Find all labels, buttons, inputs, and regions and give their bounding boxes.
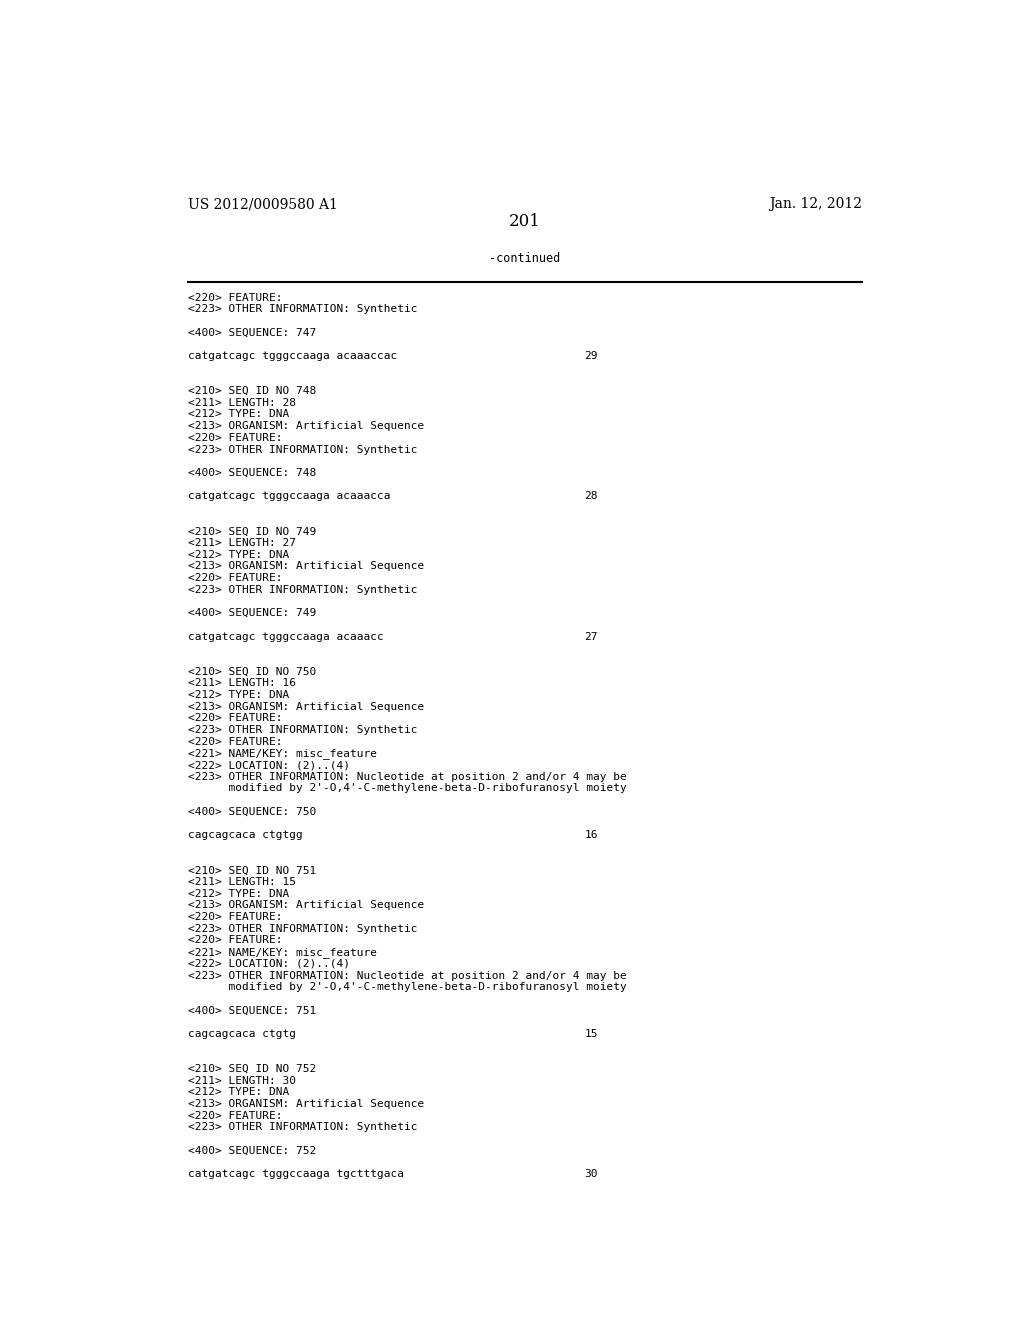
Text: <210> SEQ ID NO 748: <210> SEQ ID NO 748 [187, 385, 315, 396]
Text: <212> TYPE: DNA: <212> TYPE: DNA [187, 549, 289, 560]
Text: <400> SEQUENCE: 750: <400> SEQUENCE: 750 [187, 807, 315, 817]
Text: <221> NAME/KEY: misc_feature: <221> NAME/KEY: misc_feature [187, 948, 377, 958]
Text: <212> TYPE: DNA: <212> TYPE: DNA [187, 888, 289, 899]
Text: <222> LOCATION: (2)..(4): <222> LOCATION: (2)..(4) [187, 958, 349, 969]
Text: <220> FEATURE:: <220> FEATURE: [187, 433, 282, 442]
Text: <213> ORGANISM: Artificial Sequence: <213> ORGANISM: Artificial Sequence [187, 900, 424, 911]
Text: <220> FEATURE:: <220> FEATURE: [187, 293, 282, 302]
Text: <220> FEATURE:: <220> FEATURE: [187, 713, 282, 723]
Text: <211> LENGTH: 30: <211> LENGTH: 30 [187, 1076, 296, 1086]
Text: <223> OTHER INFORMATION: Synthetic: <223> OTHER INFORMATION: Synthetic [187, 445, 417, 454]
Text: <211> LENGTH: 15: <211> LENGTH: 15 [187, 876, 296, 887]
Text: modified by 2'-O,4'-C-methylene-beta-D-ribofuranosyl moiety: modified by 2'-O,4'-C-methylene-beta-D-r… [187, 982, 627, 993]
Text: US 2012/0009580 A1: US 2012/0009580 A1 [187, 197, 337, 211]
Text: <213> ORGANISM: Artificial Sequence: <213> ORGANISM: Artificial Sequence [187, 1100, 424, 1109]
Text: <210> SEQ ID NO 751: <210> SEQ ID NO 751 [187, 866, 315, 875]
Text: <223> OTHER INFORMATION: Nucleotide at position 2 and/or 4 may be: <223> OTHER INFORMATION: Nucleotide at p… [187, 772, 627, 781]
Text: 16: 16 [585, 830, 598, 841]
Text: <211> LENGTH: 16: <211> LENGTH: 16 [187, 678, 296, 688]
Text: <222> LOCATION: (2)..(4): <222> LOCATION: (2)..(4) [187, 760, 349, 770]
Text: <223> OTHER INFORMATION: Synthetic: <223> OTHER INFORMATION: Synthetic [187, 585, 417, 595]
Text: 30: 30 [585, 1170, 598, 1179]
Text: <400> SEQUENCE: 748: <400> SEQUENCE: 748 [187, 467, 315, 478]
Text: <213> ORGANISM: Artificial Sequence: <213> ORGANISM: Artificial Sequence [187, 561, 424, 572]
Text: <223> OTHER INFORMATION: Nucleotide at position 2 and/or 4 may be: <223> OTHER INFORMATION: Nucleotide at p… [187, 970, 627, 981]
Text: <400> SEQUENCE: 747: <400> SEQUENCE: 747 [187, 327, 315, 338]
Text: <212> TYPE: DNA: <212> TYPE: DNA [187, 690, 289, 700]
Text: -continued: -continued [489, 252, 560, 265]
Text: <211> LENGTH: 28: <211> LENGTH: 28 [187, 397, 296, 408]
Text: <211> LENGTH: 27: <211> LENGTH: 27 [187, 539, 296, 548]
Text: 27: 27 [585, 631, 598, 642]
Text: <220> FEATURE:: <220> FEATURE: [187, 936, 282, 945]
Text: <212> TYPE: DNA: <212> TYPE: DNA [187, 1088, 289, 1097]
Text: <220> FEATURE:: <220> FEATURE: [187, 1110, 282, 1121]
Text: <400> SEQUENCE: 752: <400> SEQUENCE: 752 [187, 1146, 315, 1156]
Text: catgatcagc tgggccaaga acaaacc: catgatcagc tgggccaaga acaaacc [187, 631, 383, 642]
Text: <223> OTHER INFORMATION: Synthetic: <223> OTHER INFORMATION: Synthetic [187, 304, 417, 314]
Text: catgatcagc tgggccaaga acaaacca: catgatcagc tgggccaaga acaaacca [187, 491, 390, 502]
Text: <400> SEQUENCE: 751: <400> SEQUENCE: 751 [187, 1006, 315, 1015]
Text: <210> SEQ ID NO 749: <210> SEQ ID NO 749 [187, 527, 315, 536]
Text: catgatcagc tgggccaaga tgctttgaca: catgatcagc tgggccaaga tgctttgaca [187, 1170, 403, 1179]
Text: <213> ORGANISM: Artificial Sequence: <213> ORGANISM: Artificial Sequence [187, 702, 424, 711]
Text: cagcagcaca ctgtg: cagcagcaca ctgtg [187, 1030, 296, 1039]
Text: <221> NAME/KEY: misc_feature: <221> NAME/KEY: misc_feature [187, 748, 377, 759]
Text: 29: 29 [585, 351, 598, 360]
Text: <210> SEQ ID NO 752: <210> SEQ ID NO 752 [187, 1064, 315, 1074]
Text: 15: 15 [585, 1030, 598, 1039]
Text: <220> FEATURE:: <220> FEATURE: [187, 737, 282, 747]
Text: modified by 2'-O,4'-C-methylene-beta-D-ribofuranosyl moiety: modified by 2'-O,4'-C-methylene-beta-D-r… [187, 784, 627, 793]
Text: <220> FEATURE:: <220> FEATURE: [187, 573, 282, 583]
Text: <220> FEATURE:: <220> FEATURE: [187, 912, 282, 923]
Text: <223> OTHER INFORMATION: Synthetic: <223> OTHER INFORMATION: Synthetic [187, 924, 417, 933]
Text: <213> ORGANISM: Artificial Sequence: <213> ORGANISM: Artificial Sequence [187, 421, 424, 432]
Text: 201: 201 [509, 213, 541, 230]
Text: <223> OTHER INFORMATION: Synthetic: <223> OTHER INFORMATION: Synthetic [187, 725, 417, 735]
Text: Jan. 12, 2012: Jan. 12, 2012 [769, 197, 862, 211]
Text: <212> TYPE: DNA: <212> TYPE: DNA [187, 409, 289, 420]
Text: <210> SEQ ID NO 750: <210> SEQ ID NO 750 [187, 667, 315, 677]
Text: cagcagcaca ctgtgg: cagcagcaca ctgtgg [187, 830, 302, 841]
Text: <400> SEQUENCE: 749: <400> SEQUENCE: 749 [187, 609, 315, 618]
Text: 28: 28 [585, 491, 598, 502]
Text: <223> OTHER INFORMATION: Synthetic: <223> OTHER INFORMATION: Synthetic [187, 1122, 417, 1133]
Text: catgatcagc tgggccaaga acaaaccac: catgatcagc tgggccaaga acaaaccac [187, 351, 396, 360]
